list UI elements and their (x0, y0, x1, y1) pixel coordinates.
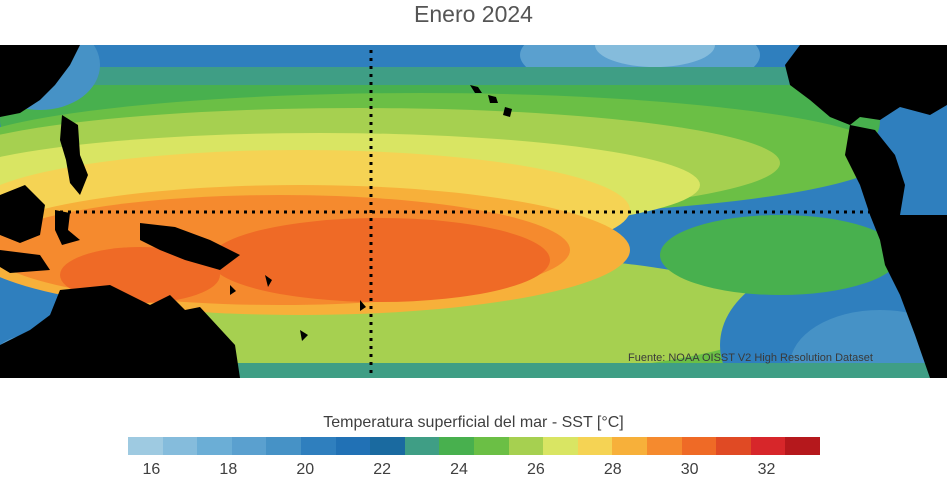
colorbar-ticks: 16 18 20 22 24 26 28 30 32 (0, 460, 947, 482)
colorbar-tick-label: 24 (450, 461, 468, 478)
colorbar-tick-label: 26 (526, 461, 545, 478)
colorbar-tick-label: 28 (603, 461, 622, 478)
new-guinea-landmass (140, 223, 240, 270)
colorbar-swatch (681, 437, 717, 455)
colorbar-swatch (612, 437, 647, 455)
colorbar-swatch (439, 437, 474, 455)
north-america-landmass (785, 45, 947, 125)
sst-zone-south-edge (230, 363, 930, 378)
colorbar-swatch (750, 437, 786, 455)
colorbar-tick-label: 32 (757, 461, 776, 478)
colorbar-swatch (785, 437, 820, 455)
colorbar-tick-label: 22 (373, 461, 391, 478)
colorbar-tick-label: 20 (296, 461, 315, 478)
sst-zone-se-colder (790, 310, 947, 378)
colorbar-swatch (300, 437, 336, 455)
sst-zone-se-green (660, 215, 900, 295)
colorbar-title: Temperatura superficial del mar - SST [°… (323, 414, 624, 431)
colorbar-swatch (370, 437, 405, 455)
colorbar-swatch (335, 437, 371, 455)
sst-map (0, 45, 947, 378)
colorbar-tick-label: 18 (219, 461, 238, 478)
sst-zone-ne-light (595, 45, 715, 67)
australia-landmass (0, 285, 240, 378)
colorbar-swatch (543, 437, 578, 455)
asia-landmass (0, 45, 80, 117)
colorbar-swatch (508, 437, 544, 455)
colorbar-swatch (266, 437, 301, 455)
colorbar-swatch (577, 437, 613, 455)
colorbar-swatch (404, 437, 440, 455)
colorbar-swatch (473, 437, 509, 455)
colorbar-swatch (162, 437, 198, 455)
colorbar-tick-label: 30 (680, 461, 699, 478)
central-america-landmass (845, 125, 947, 378)
data-source-credit: Fuente: NOAA OISST V2 High Resolution Da… (628, 352, 873, 364)
sulawesi-landmass (55, 210, 80, 245)
sumatra-landmass (0, 250, 50, 273)
colorbar-tick-label: 16 (142, 461, 161, 478)
colorbar-swatch (128, 437, 163, 455)
colorbar-swatch (716, 437, 751, 455)
colorbar-swatch (646, 437, 682, 455)
borneo-landmass (0, 185, 45, 243)
colorbar (128, 437, 820, 455)
philippines-landmass (60, 115, 88, 195)
sst-zone-30-core (210, 218, 550, 302)
colorbar-swatch (231, 437, 267, 455)
colorbar-swatch (197, 437, 232, 455)
map-title: Enero 2024 (414, 1, 533, 27)
hawaii-islands (470, 85, 512, 117)
